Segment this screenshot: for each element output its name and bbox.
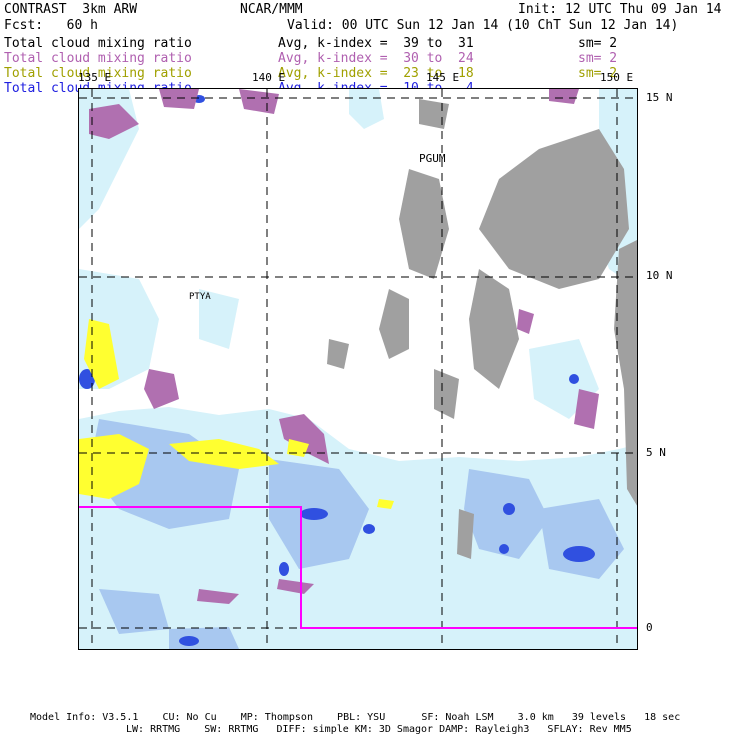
legend-sm: sm= 2 <box>578 66 618 81</box>
legend-avg: Avg, k-index = 39 to 31 <box>278 36 474 51</box>
lon-label-135e: 135 E <box>78 71 112 84</box>
legend-field: Total cloud mixing ratio <box>4 51 192 66</box>
mid-cloud-purple-area <box>89 89 599 604</box>
lat-label-15n: 15 N <box>646 91 673 104</box>
legend-field: Total cloud mixing ratio <box>4 66 192 81</box>
deep-cloud-dark-cores <box>79 95 595 646</box>
cloud-map: PGUM PTYA <box>78 88 638 650</box>
lon-label-145e: 145 E <box>426 71 460 84</box>
station-label-pgum: PGUM <box>419 152 446 165</box>
legend-sm: sm= 2 <box>578 36 618 51</box>
legend-field: Total cloud mixing ratio <box>4 36 192 51</box>
lon-label-150e: 150 E <box>600 71 634 84</box>
init-time: Init: 12 UTC Thu 09 Jan 14 <box>518 2 722 17</box>
station-label-ptya: PTYA <box>189 292 211 302</box>
model-title: CONTRAST 3km ARW <box>4 2 138 17</box>
lat-label-5n: 5 N <box>646 446 666 459</box>
lat-label-10n: 10 N <box>646 269 673 282</box>
legend-avg: Avg, k-index = 23 to 18 <box>278 66 474 81</box>
model-info-line2: LW: RRTMG SW: RRTMG DIFF: simple KM: 3D … <box>126 724 632 735</box>
forecast-hour: Fcst: 60 h <box>4 18 98 33</box>
lat-label-0: 0 <box>646 621 653 634</box>
center-name: NCAR/MMM <box>240 2 303 17</box>
lon-label-140e: 140 E <box>252 71 286 84</box>
low-cloud-gray-area <box>327 99 637 559</box>
legend-avg: Avg, k-index = 30 to 24 <box>278 51 474 66</box>
model-info-line1: Model Info: V3.5.1 CU: No Cu MP: Thompso… <box>30 712 681 723</box>
valid-time: Valid: 00 UTC Sun 12 Jan 14 (10 ChT Sun … <box>287 18 679 33</box>
nested-domain-boundary <box>79 506 637 629</box>
cloud-field-svg <box>79 89 637 649</box>
legend-sm: sm= 2 <box>578 51 618 66</box>
